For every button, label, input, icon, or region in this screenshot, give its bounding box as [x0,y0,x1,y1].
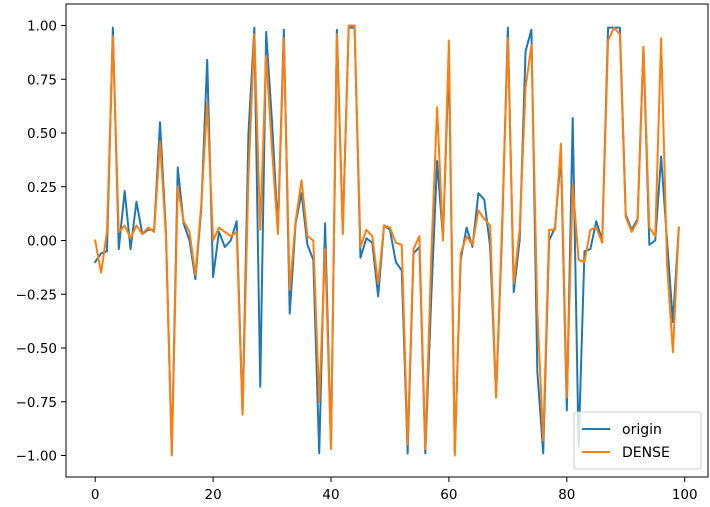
y-tick-label: 0.50 [27,126,57,142]
legend-label-origin: origin [622,422,662,438]
y-tick-label: −0.50 [16,341,57,357]
legend: origin DENSE [573,411,702,470]
x-tick-label: 100 [672,487,698,503]
y-tick-label: 0.25 [27,180,57,196]
series-line-dense [94,24,680,457]
x-tick-label: 80 [558,487,575,503]
x-tick-label: 60 [440,487,457,503]
legend-label-dense: DENSE [622,445,670,461]
legend-box [573,411,702,470]
x-tick-label: 20 [204,487,221,503]
x-tick-label: 0 [91,487,100,503]
x-axis: 0 20 40 60 80 100 [91,477,698,503]
y-tick-label: 1.00 [27,19,57,35]
y-tick-label: 0.00 [27,234,57,250]
x-tick-label: 40 [322,487,339,503]
y-tick-label: −1.00 [16,449,57,465]
y-tick-label: −0.75 [16,395,57,411]
y-axis: 1.00 0.75 0.50 0.25 0.00 −0.25 −0.50 −0.75 −1.00 [16,19,66,465]
y-tick-label: 0.75 [27,72,57,88]
y-tick-label: −0.25 [16,287,57,303]
